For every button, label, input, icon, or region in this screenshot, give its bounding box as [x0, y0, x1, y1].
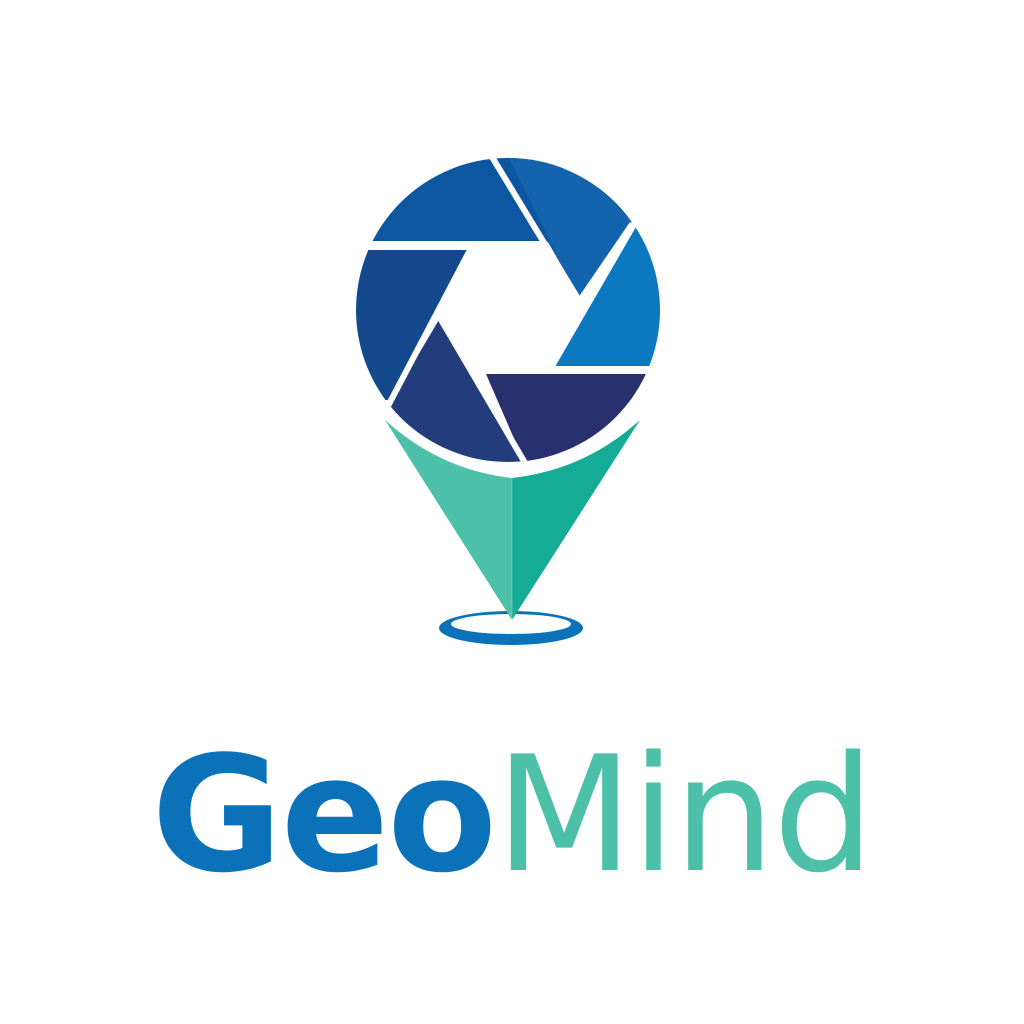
brand-wordmark: GeoMind	[0, 715, 1024, 915]
pin-body-icon	[385, 420, 640, 620]
logo-mark	[356, 158, 660, 645]
ground-ring-icon	[439, 611, 583, 645]
aperture-blade-right	[552, 218, 660, 366]
camera-aperture-icon	[356, 158, 660, 462]
aperture-blade-left	[356, 250, 468, 400]
wordmark-geo: Geo	[151, 721, 497, 908]
wordmark-mind: Mind	[495, 721, 874, 908]
